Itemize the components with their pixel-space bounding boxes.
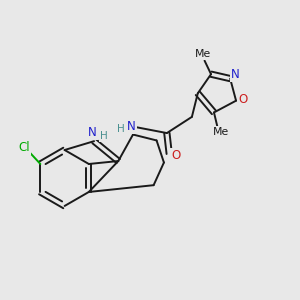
Text: H: H — [100, 131, 107, 141]
Text: O: O — [171, 149, 180, 162]
Text: N: N — [231, 68, 240, 81]
Text: O: O — [238, 93, 247, 106]
Text: Me: Me — [195, 49, 211, 59]
Text: Me: Me — [213, 127, 229, 137]
Text: H: H — [117, 124, 124, 134]
Text: Cl: Cl — [18, 141, 30, 154]
Text: N: N — [88, 126, 97, 140]
Text: N: N — [127, 120, 136, 133]
